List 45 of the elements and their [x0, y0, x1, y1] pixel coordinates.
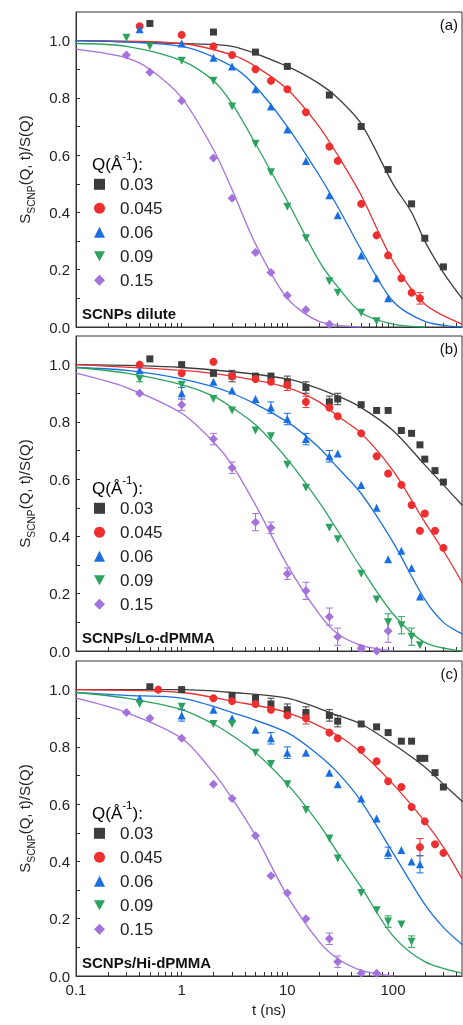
y-tick-label: 0.4 — [49, 527, 70, 545]
annotation: SCNPs/Hi-dPMMA — [82, 954, 212, 971]
annotation: (a) — [439, 16, 459, 33]
legend-label: 0.045 — [120, 522, 163, 542]
annotation: (b) — [439, 340, 459, 357]
legend-label: 0.15 — [120, 919, 154, 939]
y-tick-label: 1.0 — [49, 681, 70, 699]
y-tick-label: 1.0 — [49, 32, 70, 50]
legend-label: 0.09 — [120, 570, 154, 590]
y-tick-label: 0.4 — [49, 852, 70, 870]
legend-label: 0.03 — [120, 823, 154, 843]
legend-label: 0.045 — [120, 847, 163, 867]
x-tick-label: 10 — [278, 981, 296, 998]
x-tick-label: 100 — [380, 981, 406, 998]
y-tick-label: 0.4 — [49, 203, 70, 221]
y-tick-label: 0.0 — [49, 642, 70, 660]
y-tick-label: 0.6 — [49, 795, 70, 813]
legend-label: 0.09 — [120, 895, 154, 915]
y-tick-label: 0.2 — [49, 261, 70, 279]
y-tick-label: 0.8 — [49, 738, 70, 756]
y-tick-label: 0.6 — [49, 470, 70, 488]
y-tick-label: 0.6 — [49, 146, 70, 164]
annotation: SCNPs dilute — [82, 305, 177, 322]
y-tick-label: 0.8 — [49, 89, 70, 107]
x-tick-label: 1 — [177, 981, 186, 998]
y-tick-label: 0.0 — [49, 318, 70, 336]
legend-label: 0.03 — [120, 498, 154, 518]
annotation: (c) — [440, 665, 459, 682]
y-axis-title: SSCNP(Q, t)/S(Q) — [16, 764, 37, 873]
legend-label: 0.06 — [120, 546, 154, 566]
y-axis-title: SSCNP(Q, t)/S(Q) — [16, 115, 37, 224]
legend-label: 0.06 — [120, 222, 154, 242]
annotation: SCNPs/Lo-dPMMA — [82, 629, 215, 646]
x-axis-title: t (ns) — [251, 1001, 287, 1018]
y-axis-title: SSCNP(Q, t)/S(Q) — [16, 439, 37, 548]
y-tick-label: 0.2 — [49, 910, 70, 928]
y-tick-label: 1.0 — [49, 356, 70, 374]
legend-label: 0.15 — [120, 594, 154, 614]
legend-label: 0.06 — [120, 871, 154, 891]
legend-label: 0.045 — [120, 198, 163, 218]
legend-label: 0.09 — [120, 246, 154, 266]
legend-label: 0.03 — [120, 174, 154, 194]
y-tick-label: 0.2 — [49, 585, 70, 603]
legend-label: 0.15 — [120, 270, 154, 290]
y-tick-label: 0.8 — [49, 413, 70, 431]
